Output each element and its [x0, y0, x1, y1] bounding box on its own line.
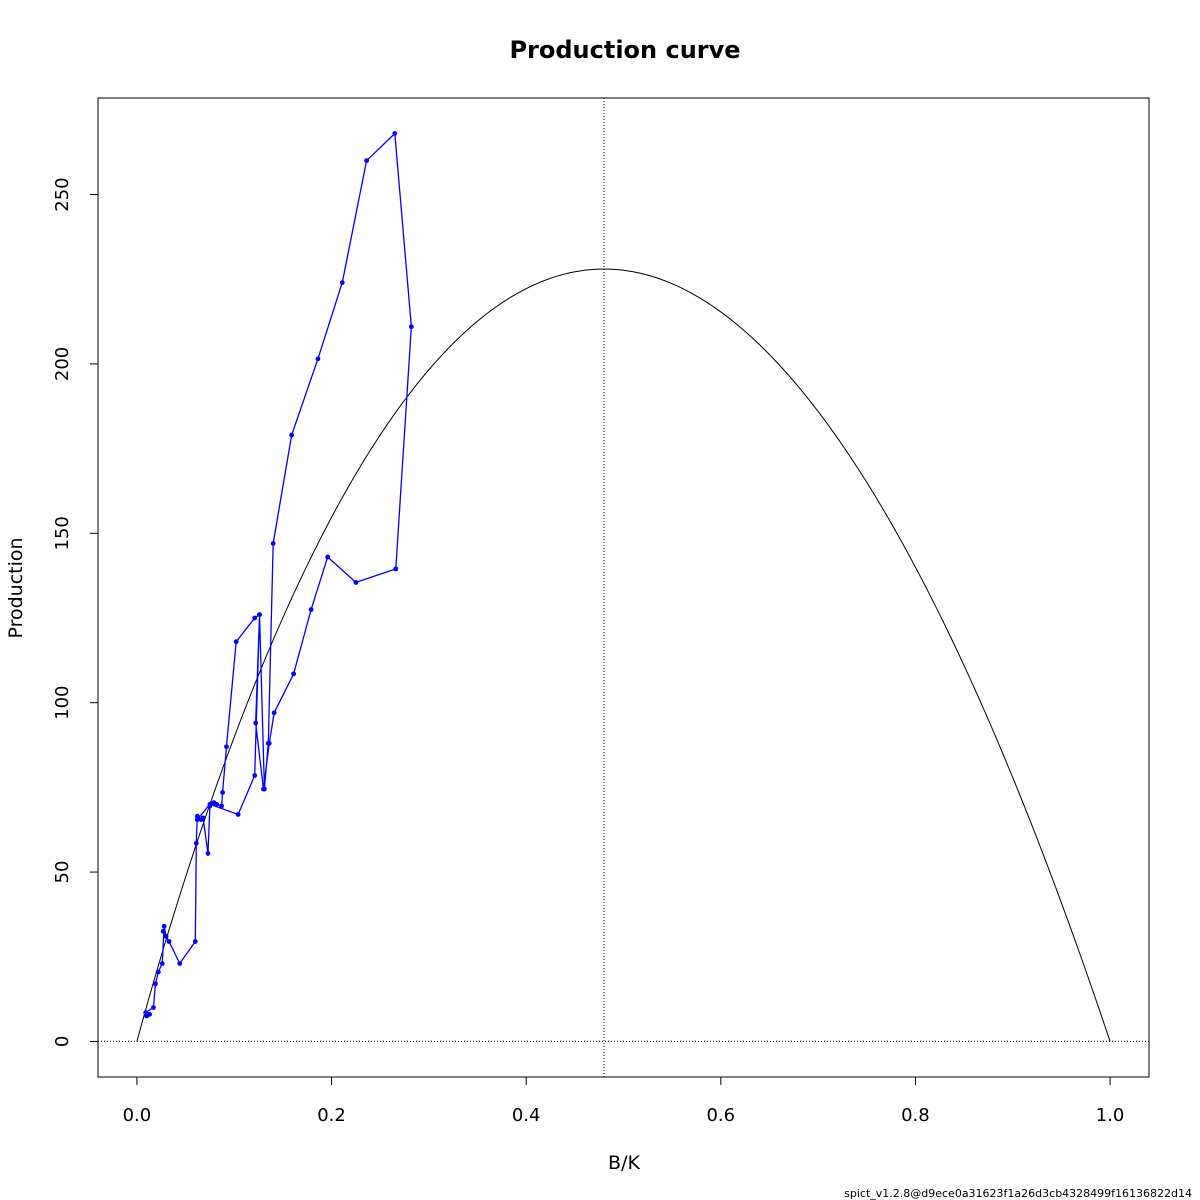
series-point: [308, 607, 314, 612]
x-tick-label: 0.6: [706, 1105, 735, 1126]
series-point: [155, 969, 161, 975]
series-line: [144, 132, 413, 1017]
series-point: [253, 720, 259, 726]
plot-frame: [97, 97, 1150, 1078]
series-point: [147, 1011, 152, 1017]
series-point: [252, 773, 258, 778]
series-point: [193, 840, 199, 846]
series-point: [200, 815, 206, 821]
series-point: [266, 740, 272, 746]
x-axis-label: B/K: [608, 1152, 640, 1174]
series-point: [163, 934, 169, 939]
series-point: [192, 939, 198, 944]
series-point: [220, 790, 225, 795]
series-point: [205, 851, 211, 856]
series-point: [353, 580, 359, 585]
series-point: [166, 939, 172, 944]
series-point: [151, 1005, 156, 1010]
series-point: [315, 356, 321, 362]
y-tick-label: 0: [52, 1036, 73, 1047]
production-curve-line: [136, 268, 1111, 1042]
series-point: [177, 961, 183, 966]
series-point: [257, 612, 262, 618]
series-point: [219, 803, 224, 809]
series-point: [393, 566, 399, 572]
x-tick-label: 0.2: [317, 1105, 346, 1126]
series-point: [194, 817, 200, 822]
y-tick-label: 250: [52, 177, 73, 211]
y-axis: 0 50 100 150 200 250: [52, 177, 99, 1047]
series-point: [233, 639, 239, 645]
series-point: [194, 813, 200, 819]
x-axis: 0.0 0.2 0.4 0.6 0.8 1.0: [123, 1076, 1125, 1126]
series-point: [261, 786, 266, 792]
x-tick-label: 0.0: [123, 1105, 152, 1126]
series-point: [207, 801, 213, 807]
series-point: [289, 432, 295, 438]
series-point: [339, 280, 345, 286]
series-point: [143, 1010, 149, 1016]
y-tick-label: 50: [52, 861, 73, 884]
series-point: [161, 923, 167, 929]
x-tick-label: 1.0: [1096, 1105, 1125, 1126]
series-point: [271, 710, 277, 716]
y-tick-label: 200: [52, 347, 73, 381]
y-axis-label: Production: [5, 537, 27, 638]
series-point: [160, 928, 166, 934]
series-point: [325, 554, 331, 560]
series-point: [153, 981, 158, 987]
y-tick-label: 100: [52, 685, 73, 719]
series-point: [252, 615, 258, 621]
chart-title: Production curve: [509, 36, 740, 64]
series-point: [270, 541, 276, 546]
series-point: [408, 324, 414, 330]
y-tick-label: 150: [52, 516, 73, 550]
series-point: [224, 744, 229, 750]
series-point: [291, 671, 297, 677]
series-point: [364, 158, 369, 164]
footer-version-text: spict_v1.2.8@d9ece0a31623f1a26d3cb432849…: [844, 1187, 1192, 1200]
observed-series: [143, 131, 414, 1019]
x-tick-label: 0.8: [901, 1105, 930, 1126]
series-point: [235, 812, 241, 817]
x-tick-label: 0.4: [512, 1105, 541, 1126]
series-point: [214, 801, 220, 807]
series-point: [159, 961, 165, 966]
series-point: [392, 131, 398, 136]
